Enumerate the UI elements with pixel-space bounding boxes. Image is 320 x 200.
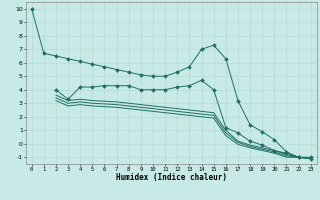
X-axis label: Humidex (Indice chaleur): Humidex (Indice chaleur)	[116, 173, 227, 182]
